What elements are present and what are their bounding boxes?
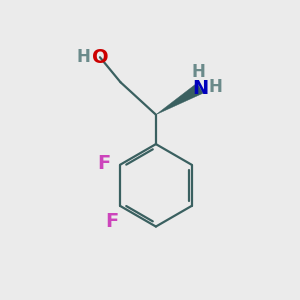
Text: F: F	[105, 212, 119, 231]
Text: O: O	[92, 48, 108, 67]
Text: H: H	[192, 63, 206, 81]
Text: H: H	[77, 48, 91, 66]
Text: F: F	[98, 154, 111, 173]
Text: H: H	[208, 78, 222, 96]
Polygon shape	[156, 83, 203, 115]
Text: N: N	[192, 79, 208, 98]
